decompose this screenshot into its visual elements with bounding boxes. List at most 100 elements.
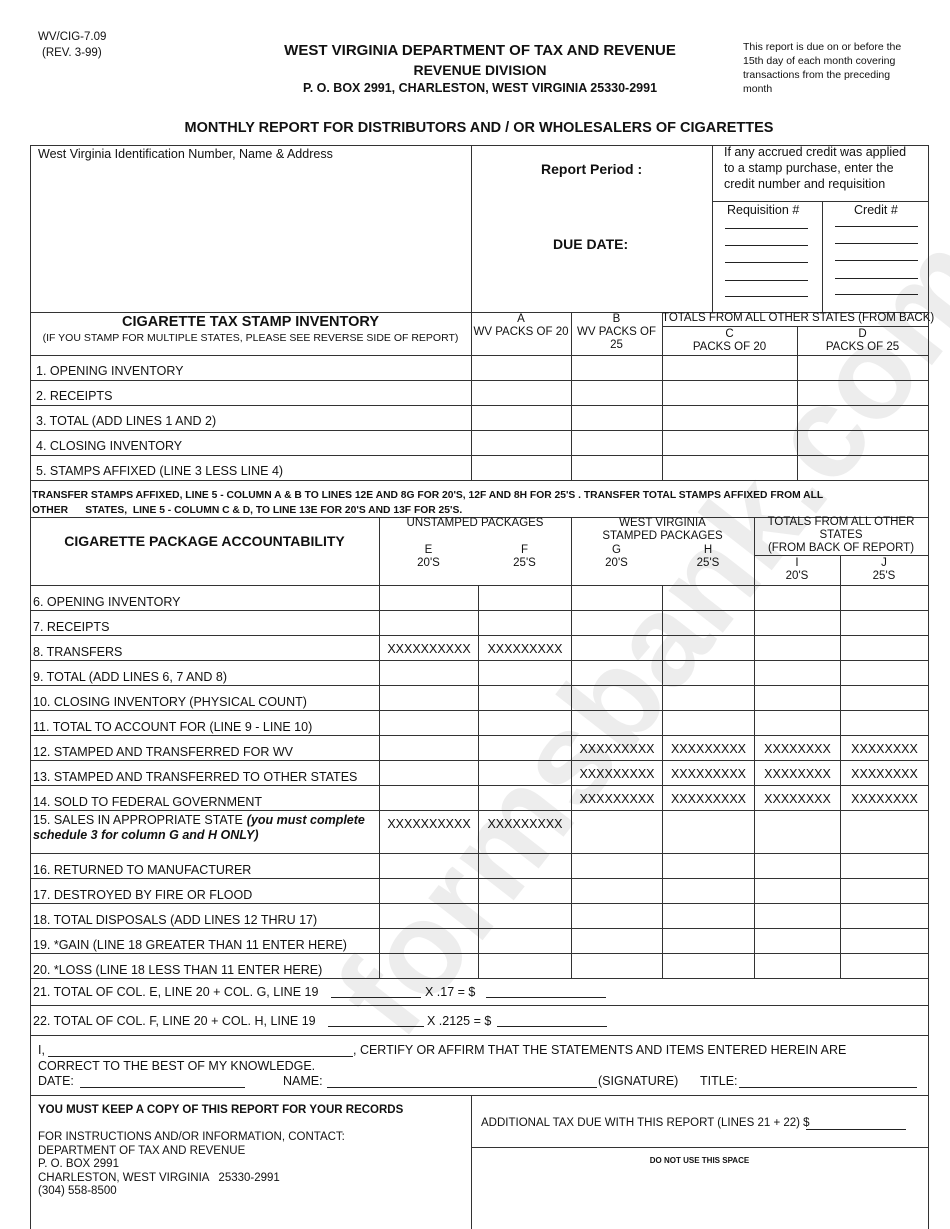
line-22-field[interactable] [328,1026,424,1027]
stamp-cell-d[interactable] [798,406,928,429]
package-cell-i[interactable] [755,661,840,685]
credit-number-field[interactable] [835,260,918,261]
stamp-cell-c[interactable] [663,406,797,429]
package-cell-f[interactable] [479,786,571,810]
package-cell-i[interactable] [755,711,840,735]
line-22-amount-field[interactable] [497,1026,607,1027]
stamp-cell-c[interactable] [663,381,797,404]
credit-number-field[interactable] [835,294,918,295]
package-cell-h[interactable] [663,611,754,635]
package-cell-j[interactable] [841,929,928,953]
package-cell-f[interactable] [479,611,571,635]
package-cell-f[interactable] [479,904,571,928]
package-cell-j[interactable] [841,661,928,685]
stamp-cell-d[interactable] [798,431,928,454]
package-cell-i[interactable] [755,929,840,953]
report-period-field[interactable] [476,180,706,220]
package-cell-i[interactable] [755,586,840,610]
package-cell-h[interactable] [663,711,754,735]
package-cell-j[interactable] [841,854,928,878]
stamp-cell-b[interactable] [572,381,662,404]
requisition-number-field[interactable] [725,245,808,246]
package-cell-g[interactable] [572,611,662,635]
package-cell-f[interactable] [479,736,571,760]
package-cell-i[interactable] [755,879,840,903]
line-21-field[interactable] [331,997,421,998]
stamp-cell-b[interactable] [572,456,662,479]
package-cell-i[interactable] [755,954,840,978]
package-cell-g[interactable] [572,904,662,928]
stamp-cell-a[interactable] [472,356,571,379]
package-cell-e[interactable] [380,786,478,810]
package-cell-j[interactable] [841,686,928,710]
stamp-cell-b[interactable] [572,406,662,429]
additional-tax-field[interactable] [806,1129,906,1130]
package-cell-h[interactable] [663,954,754,978]
package-cell-g[interactable] [572,954,662,978]
package-cell-f[interactable] [479,711,571,735]
package-cell-g[interactable] [572,811,662,853]
package-cell-e[interactable] [380,736,478,760]
package-cell-g[interactable] [572,879,662,903]
package-cell-g[interactable] [572,636,662,660]
package-cell-j[interactable] [841,879,928,903]
stamp-cell-a[interactable] [472,431,571,454]
package-cell-j[interactable] [841,954,928,978]
package-cell-e[interactable] [380,761,478,785]
package-cell-i[interactable] [755,636,840,660]
package-cell-e[interactable] [380,904,478,928]
stamp-cell-a[interactable] [472,406,571,429]
package-cell-f[interactable] [479,586,571,610]
package-cell-e[interactable] [380,611,478,635]
package-cell-i[interactable] [755,811,840,853]
stamp-cell-c[interactable] [663,456,797,479]
stamp-cell-a[interactable] [472,381,571,404]
credit-number-field[interactable] [835,243,918,244]
requisition-number-field[interactable] [725,228,808,229]
stamp-cell-d[interactable] [798,456,928,479]
signature-field[interactable] [327,1087,597,1088]
package-cell-i[interactable] [755,686,840,710]
stamp-cell-d[interactable] [798,356,928,379]
package-cell-e[interactable] [380,711,478,735]
credit-number-field[interactable] [835,278,918,279]
package-cell-h[interactable] [663,686,754,710]
package-cell-g[interactable] [572,586,662,610]
stamp-cell-c[interactable] [663,431,797,454]
package-cell-h[interactable] [663,879,754,903]
package-cell-j[interactable] [841,636,928,660]
package-cell-g[interactable] [572,686,662,710]
package-cell-h[interactable] [663,586,754,610]
package-cell-j[interactable] [841,611,928,635]
package-cell-g[interactable] [572,711,662,735]
line-21-amount-field[interactable] [486,997,606,998]
package-cell-f[interactable] [479,661,571,685]
stamp-cell-d[interactable] [798,381,928,404]
requisition-number-field[interactable] [725,296,808,297]
package-cell-i[interactable] [755,611,840,635]
package-cell-f[interactable] [479,761,571,785]
package-cell-f[interactable] [479,879,571,903]
package-cell-e[interactable] [380,954,478,978]
package-cell-j[interactable] [841,811,928,853]
package-cell-e[interactable] [380,586,478,610]
package-cell-h[interactable] [663,904,754,928]
package-cell-f[interactable] [479,686,571,710]
package-cell-f[interactable] [479,929,571,953]
package-cell-g[interactable] [572,854,662,878]
package-cell-h[interactable] [663,811,754,853]
title-field[interactable] [739,1087,917,1088]
package-cell-i[interactable] [755,904,840,928]
package-cell-j[interactable] [841,586,928,610]
id-name-address-field[interactable] [36,165,466,307]
date-field[interactable] [80,1087,245,1088]
credit-number-field[interactable] [835,226,918,227]
package-cell-f[interactable] [479,854,571,878]
stamp-cell-b[interactable] [572,356,662,379]
requisition-number-field[interactable] [725,262,808,263]
package-cell-h[interactable] [663,854,754,878]
package-cell-j[interactable] [841,904,928,928]
stamp-cell-a[interactable] [472,456,571,479]
stamp-cell-c[interactable] [663,356,797,379]
certifier-name-field[interactable] [48,1056,353,1057]
